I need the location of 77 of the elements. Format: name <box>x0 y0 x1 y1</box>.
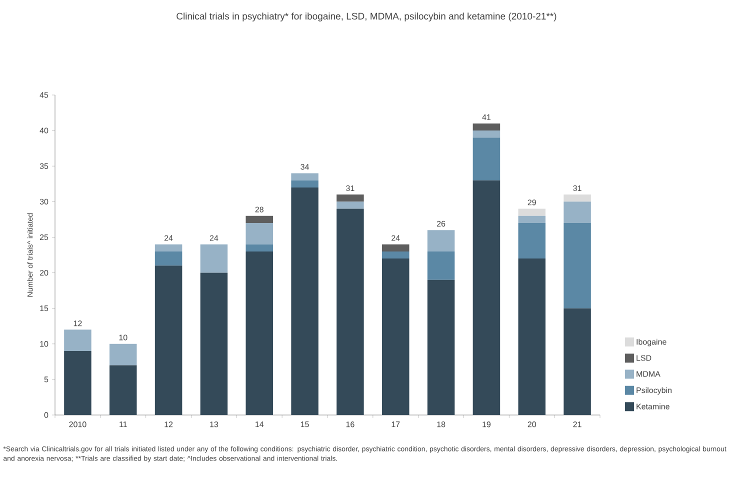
bar <box>564 222 591 308</box>
bar <box>518 258 546 415</box>
total-label: 26 <box>437 220 446 227</box>
bar <box>427 230 455 252</box>
total-label: 24 <box>210 235 218 241</box>
chart-title: Clinical trials in psychiatry* for ibogaine, LSD, MDMA, psilocybin and ketamine (2010-21**) <box>176 12 556 22</box>
bar <box>382 258 410 415</box>
bar <box>336 208 364 415</box>
bar <box>64 351 92 415</box>
bar <box>472 180 500 415</box>
x-tick-label: 21 <box>573 422 582 428</box>
bar <box>246 244 274 252</box>
y-tick-label: 40 <box>40 128 48 134</box>
bar <box>200 244 228 273</box>
bar <box>518 222 546 259</box>
bar <box>564 194 591 202</box>
total-label: 28 <box>255 206 264 212</box>
y-tick-label: 5 <box>44 376 48 382</box>
y-tick-label: 0 <box>44 412 48 418</box>
bar <box>110 365 137 415</box>
bar <box>564 308 591 415</box>
x-tick-label: 15 <box>300 422 309 428</box>
bar <box>472 138 500 180</box>
total-label: 29 <box>528 200 536 206</box>
total-label: 24 <box>164 235 173 241</box>
y-tick-label: 35 <box>40 163 48 169</box>
legend-label: LSD <box>636 355 652 361</box>
bar <box>246 222 274 244</box>
bar <box>154 251 182 266</box>
legend-label: Psilocybin <box>636 387 672 395</box>
bar <box>427 251 455 280</box>
total-label: 31 <box>573 185 582 192</box>
bar <box>291 187 318 415</box>
x-tick-label: 20 <box>528 422 536 428</box>
bar <box>472 130 500 138</box>
legend-label: Ibogaine <box>636 338 666 346</box>
x-tick-label: 14 <box>256 422 264 428</box>
bar <box>291 173 318 180</box>
x-tick-label: 17 <box>392 422 400 428</box>
x-tick-label: 16 <box>346 422 354 428</box>
total-label: 34 <box>300 164 310 170</box>
bar <box>382 244 410 252</box>
total-label: 31 <box>346 185 354 192</box>
bar <box>154 266 182 415</box>
bar <box>336 202 364 209</box>
y-tick-label: 20 <box>40 270 48 276</box>
bar <box>564 202 591 223</box>
y-tick-label: 10 <box>40 341 48 347</box>
bar <box>291 180 318 188</box>
bar <box>64 330 92 351</box>
y-tick-label: 15 <box>40 306 48 312</box>
total-label: 12 <box>74 320 82 326</box>
bar <box>246 251 274 415</box>
x-tick-label: 12 <box>164 422 173 428</box>
x-tick-label: 13 <box>210 422 218 428</box>
legend-label: MDMA <box>636 371 660 377</box>
bar <box>472 123 500 131</box>
bar <box>246 216 274 223</box>
legend-label: Ketamine <box>636 403 670 410</box>
total-label: 24 <box>392 235 400 241</box>
bar <box>518 216 546 223</box>
total-label: 41 <box>482 114 491 120</box>
bar <box>154 244 182 252</box>
bar <box>382 251 410 259</box>
y-tick-label: 45 <box>40 92 48 98</box>
bar <box>518 208 546 216</box>
y-tick-label: 25 <box>40 234 48 240</box>
bar <box>110 344 137 366</box>
x-tick-label: 18 <box>437 422 446 428</box>
total-label: 10 <box>119 334 128 340</box>
bar <box>336 194 364 202</box>
x-tick-label: 11 <box>120 422 127 428</box>
bar <box>200 272 228 415</box>
bar <box>427 280 455 415</box>
y-tick-label: 30 <box>40 198 48 204</box>
x-tick-label: 2010 <box>69 422 86 428</box>
x-tick-label: 19 <box>482 422 491 428</box>
